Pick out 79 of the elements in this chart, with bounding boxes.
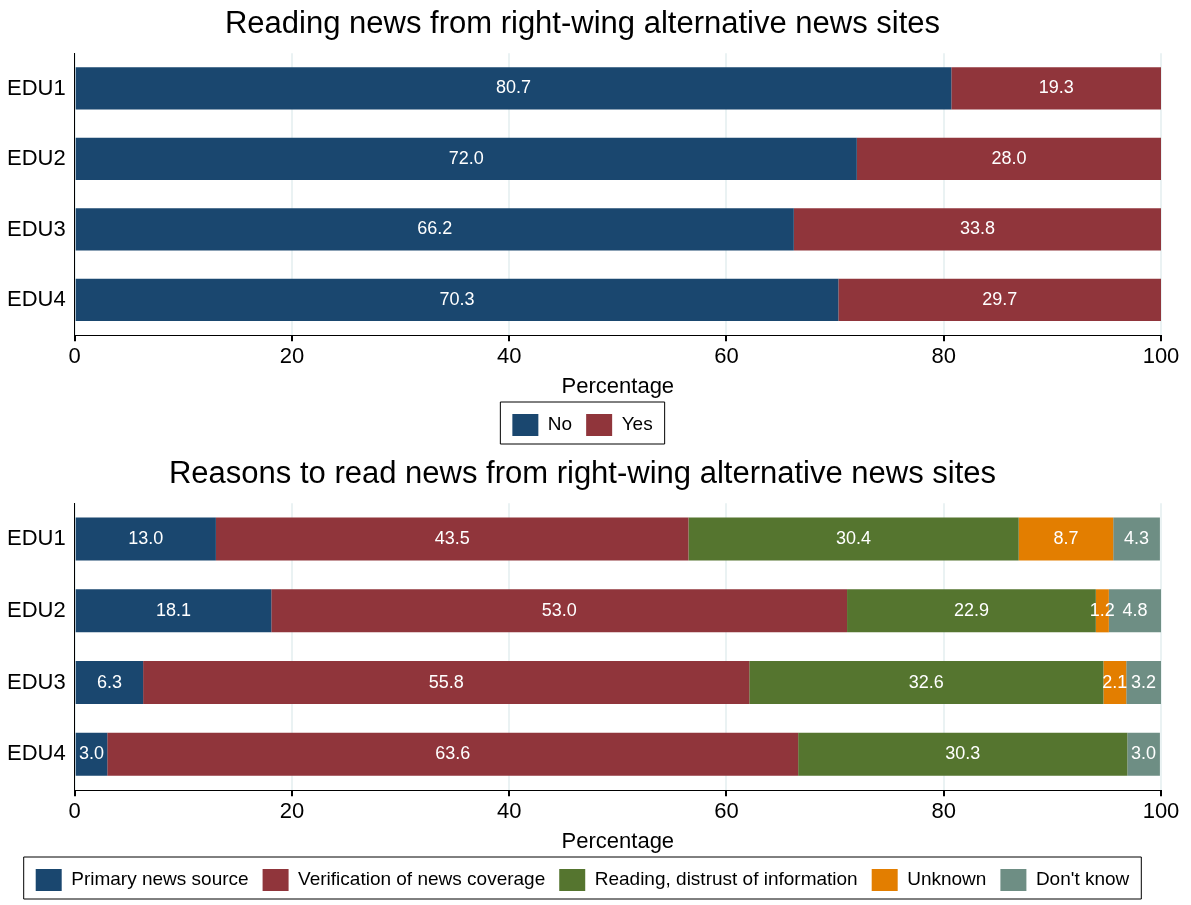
bar (75, 589, 272, 633)
data-label: 19.3 (1038, 77, 1074, 98)
bar (271, 589, 848, 633)
bar (838, 278, 1161, 322)
bar (215, 517, 689, 561)
data-label: 18.1 (155, 599, 192, 620)
data-label: 55.8 (428, 671, 464, 692)
x-tick-label: 80 (931, 343, 956, 369)
data-label: 6.3 (96, 671, 122, 692)
bar (75, 661, 144, 705)
x-tick-label: 80 (931, 798, 956, 824)
bar (75, 278, 839, 322)
bar (143, 661, 750, 705)
data-label: 66.2 (417, 218, 453, 239)
data-label: 4.8 (1122, 599, 1148, 620)
y-tick-label: EDU4 (7, 286, 66, 312)
x-tick-label: 0 (68, 343, 81, 369)
chart-title: Reasons to read news from right-wing alternative news sites (168, 455, 997, 491)
data-label: 3.2 (1131, 671, 1157, 692)
x-tick-label: 20 (279, 343, 305, 369)
bar (688, 517, 1019, 561)
data-label: 53.0 (541, 599, 577, 620)
bar (75, 67, 952, 110)
data-label: 72.0 (448, 147, 484, 168)
bar (75, 208, 794, 251)
legend-label: No (547, 413, 573, 435)
legend-label: Unknown (907, 868, 987, 890)
x-tick-label: 60 (714, 343, 739, 369)
legend-label: Yes (621, 413, 653, 435)
data-label: 28.0 (991, 147, 1027, 168)
data-label: 33.8 (959, 218, 995, 239)
data-label: 13.0 (128, 528, 164, 549)
legend-label: Primary news source (71, 868, 249, 890)
chart-title: Reading news from right-wing alternative news sites (224, 5, 941, 41)
data-label: 43.5 (434, 528, 470, 549)
bar (793, 208, 1161, 251)
x-axis-title: Percentage (561, 827, 675, 853)
bar (951, 67, 1161, 110)
legend-label: Don't know (1035, 868, 1130, 890)
legend-label: Reading, distrust of information (594, 868, 858, 890)
data-label: 30.4 (836, 528, 872, 549)
y-tick-label: EDU3 (7, 668, 66, 694)
bar (1113, 517, 1160, 561)
x-axis-title: Percentage (561, 372, 675, 398)
y-tick-label: EDU1 (7, 74, 66, 100)
data-label: 4.3 (1124, 528, 1150, 549)
data-label: 3.0 (78, 743, 104, 764)
x-tick-label: 0 (68, 798, 81, 824)
bar (107, 732, 799, 776)
y-tick-label: EDU2 (7, 596, 66, 622)
bar (75, 137, 857, 181)
data-label: 30.3 (945, 743, 981, 764)
bar (1127, 732, 1160, 776)
bar (856, 137, 1161, 181)
data-label: 29.7 (982, 288, 1018, 309)
y-tick-label: EDU2 (7, 145, 66, 171)
x-tick-label: 60 (714, 798, 739, 824)
data-label: 3.0 (1131, 743, 1157, 764)
data-label: 8.7 (1053, 528, 1079, 549)
data-label: 2.1 (1102, 671, 1128, 692)
y-tick-label: EDU4 (7, 740, 66, 766)
bar (75, 517, 216, 561)
bar (798, 732, 1128, 776)
data-label: 63.6 (435, 743, 471, 764)
x-tick-label: 20 (279, 798, 305, 824)
x-tick-label: 40 (496, 343, 522, 369)
x-tick-label: 40 (496, 798, 522, 824)
legend-label: Verification of news coverage (298, 868, 546, 890)
bar (749, 661, 1104, 705)
data-label: 32.6 (908, 671, 944, 692)
y-tick-label: EDU3 (7, 215, 66, 241)
bar (1018, 517, 1114, 561)
data-label: 80.7 (495, 77, 532, 98)
y-tick-label: EDU1 (7, 525, 66, 551)
data-label: 70.3 (439, 288, 475, 309)
bar (1126, 661, 1161, 705)
x-tick-label: 100 (1142, 343, 1180, 369)
x-tick-label: 100 (1142, 798, 1180, 824)
data-label: 22.9 (953, 599, 989, 620)
